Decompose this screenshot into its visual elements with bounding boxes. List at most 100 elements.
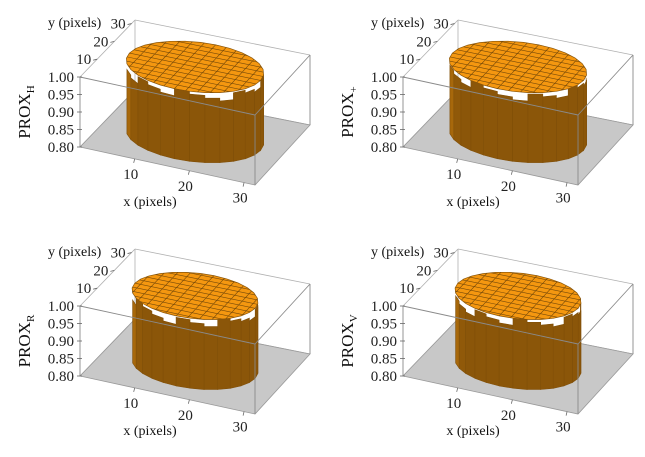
z-tick-label: 0.95 — [371, 317, 397, 333]
box-edge — [79, 248, 136, 307]
surface-wall-facet — [556, 95, 569, 162]
surface-wall-facet — [147, 84, 161, 156]
surface-wall-facet — [162, 320, 177, 387]
surface-wall-facet — [526, 322, 541, 390]
surface-wall-facet — [244, 88, 255, 160]
mesh-line — [132, 272, 258, 296]
surface-wall-facet — [229, 318, 242, 389]
box-edge — [457, 19, 634, 56]
box-edge — [402, 19, 459, 78]
z-tick-label: 0.85 — [371, 123, 397, 139]
y-tick-mark — [433, 269, 438, 272]
mesh-line — [132, 272, 258, 300]
surface-wall-facet — [189, 322, 205, 390]
surface-wall-facet — [497, 93, 513, 162]
y-axis-label: y (pixels) — [371, 245, 425, 260]
x-tick-mark — [242, 411, 245, 416]
x-tick-label: 20 — [178, 408, 193, 424]
box-edge — [134, 19, 311, 56]
surface-wall-facet — [563, 313, 573, 387]
z-axis-label-subscript: V — [348, 314, 360, 322]
mesh-line — [132, 273, 258, 311]
x-tick-label: 30 — [556, 191, 571, 207]
box-edge — [402, 248, 459, 307]
surface-wall-facet — [483, 87, 498, 160]
mesh-line — [449, 41, 587, 78]
y-tick-mark — [93, 58, 98, 61]
box-edge — [577, 283, 634, 345]
x-tick-label: 30 — [556, 420, 571, 436]
y-tick-mark — [110, 269, 115, 272]
mesh-line — [221, 48, 264, 93]
x-tick-mark — [187, 399, 190, 404]
x-tick-mark — [456, 387, 459, 392]
x-tick-label: 10 — [446, 167, 461, 183]
surface-wall-facet — [151, 313, 164, 383]
mesh-line — [126, 41, 264, 78]
x-tick-mark — [187, 170, 190, 175]
x-tick-label: 20 — [501, 179, 516, 195]
y-tick-label: 10 — [76, 52, 91, 68]
surface-wall-facet — [175, 316, 191, 389]
mesh-line — [449, 44, 587, 82]
y-tick-label: 20 — [93, 263, 108, 279]
z-axis-label-main: PROX — [15, 322, 34, 367]
z-tick-label: 1.00 — [48, 299, 74, 315]
mesh-line — [189, 41, 245, 93]
mesh-line — [126, 41, 264, 71]
mesh-line — [449, 48, 587, 86]
y-axis-label: y (pixels) — [48, 245, 102, 260]
surface-wall-facet — [135, 297, 143, 375]
x-tick-mark — [565, 182, 568, 187]
mesh-line — [221, 277, 258, 320]
surface-wall-facet — [474, 309, 487, 383]
z-tick-label: 0.95 — [371, 88, 397, 104]
z-axis-label-subscript: R — [25, 314, 37, 322]
mesh-line — [455, 273, 581, 311]
z-tick-label: 1.00 — [371, 299, 397, 315]
x-axis-label: x (pixels) — [446, 424, 500, 439]
y-tick-label: 30 — [434, 246, 449, 262]
z-tick-label: 0.85 — [371, 352, 397, 368]
x-tick-label: 10 — [123, 167, 138, 183]
x-tick-mark — [456, 158, 459, 163]
y-tick-mark — [93, 287, 98, 290]
z-axis-label-subscript: + — [348, 86, 360, 92]
y-tick-mark — [127, 23, 132, 25]
z-tick-label: 0.80 — [371, 140, 397, 156]
z-tick-label: 0.95 — [48, 317, 74, 333]
surface-wall-facet — [132, 299, 137, 370]
z-tick-label: 1.00 — [371, 70, 397, 86]
z-axis-label: PROXV — [338, 314, 360, 367]
z-axis-label: PROXH — [15, 85, 37, 138]
y-tick-label: 30 — [111, 17, 126, 33]
x-tick-label: 20 — [178, 179, 193, 195]
plot-panel-prox-plus: 0.80 0.85 0.90 0.95 1.00 10 20 30 10 20 30 x (pixel… — [323, 0, 645, 228]
surface-wall-facet — [577, 310, 582, 379]
surface-wall-facet — [512, 99, 529, 163]
z-axis-label: PROXR — [15, 314, 37, 367]
surface-wall-facet — [240, 317, 250, 387]
surface-walls — [449, 64, 587, 163]
box-edge — [79, 305, 256, 345]
y-tick-mark — [450, 252, 455, 254]
box-edge — [402, 76, 579, 116]
surface-wall-facet — [449, 64, 455, 141]
surface-wall-facet — [142, 305, 153, 379]
surface-wall-facet — [512, 317, 528, 390]
plot-panel-prox-r: 0.80 0.85 0.90 0.95 1.00 10 20 30 10 20 30 x (pixel… — [0, 229, 322, 457]
z-tick-label: 0.95 — [48, 88, 74, 104]
mesh-line — [126, 44, 264, 82]
box-edge — [134, 248, 311, 285]
surface-wall-facet — [527, 93, 544, 163]
x-axis-label: x (pixels) — [446, 195, 500, 210]
mesh-line — [544, 48, 587, 93]
surface-wall-facet — [455, 294, 460, 370]
x-tick-mark — [510, 170, 513, 175]
surface-wall-facet — [260, 73, 264, 152]
surface-wall-facet — [453, 73, 462, 146]
surface-wall-facet — [470, 79, 484, 156]
y-tick-label: 10 — [399, 52, 414, 68]
